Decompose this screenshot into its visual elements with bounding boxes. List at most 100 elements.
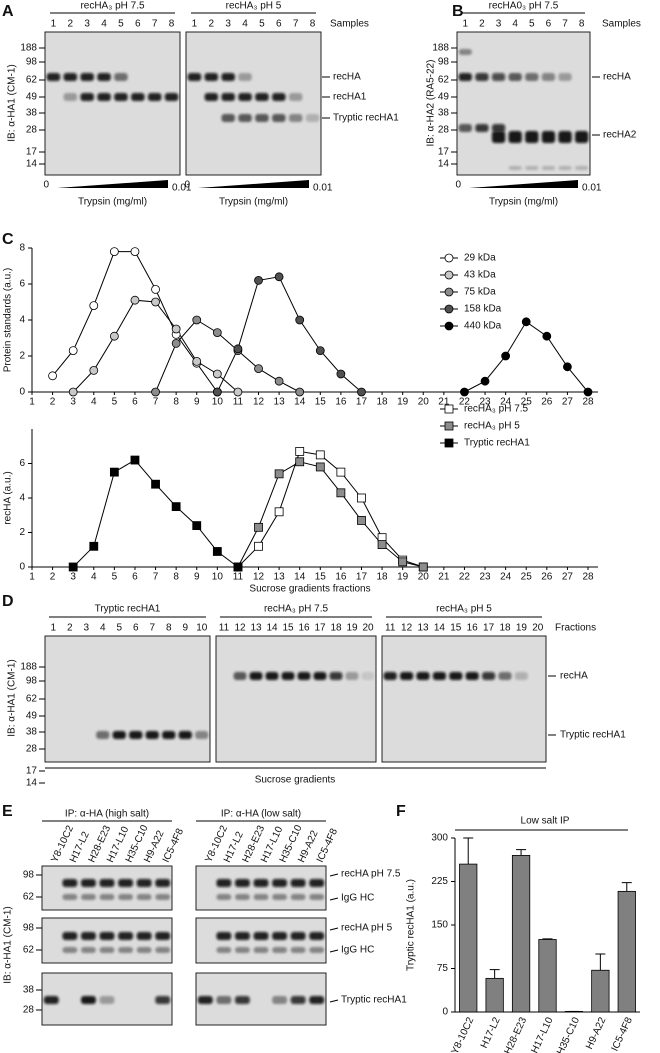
- band: [525, 166, 539, 170]
- data-point: [480, 376, 490, 386]
- band: [458, 49, 472, 55]
- x-tick-label: 11: [233, 397, 244, 408]
- lane-number: 6: [133, 623, 139, 634]
- data-point: [171, 502, 181, 512]
- band: [233, 672, 247, 680]
- lane-number: 4: [512, 19, 518, 30]
- lane-number: 1: [463, 19, 469, 30]
- x-tick-label: 4: [91, 397, 97, 408]
- data-point: [254, 522, 263, 532]
- legend-label: 440 kDa: [464, 321, 502, 332]
- lane-number: 13: [417, 623, 429, 634]
- x-tick-label: 16: [335, 397, 347, 408]
- band: [136, 947, 152, 953]
- x-tick-label: 24: [500, 572, 512, 583]
- y-tick-label: 4: [19, 315, 25, 326]
- x-tick-label: 25: [521, 572, 533, 583]
- data-point: [254, 364, 263, 374]
- y-tick-label: 0: [19, 562, 25, 573]
- band: [558, 166, 572, 170]
- x-label: Sucrose gradients: [255, 775, 336, 786]
- band: [62, 932, 78, 940]
- mw-label: 62: [26, 694, 38, 705]
- mw-label: 14: [26, 778, 38, 789]
- lane-number: 5: [529, 19, 535, 30]
- band: [155, 894, 171, 900]
- blot-title: recHA₃ pH 7.5: [264, 604, 329, 615]
- y-label: recHA (a.u.): [3, 471, 14, 524]
- series-line: [216, 276, 362, 393]
- legend-marker: [444, 287, 454, 297]
- bar: [459, 863, 478, 1013]
- y-tick-label: 4: [19, 493, 25, 504]
- x-tick-label: 7: [153, 397, 159, 408]
- band: [155, 879, 171, 887]
- band: [432, 672, 446, 680]
- lane-number: 4: [242, 19, 248, 30]
- y-tick-label: 300: [431, 833, 448, 844]
- band: [416, 672, 430, 680]
- band: [114, 93, 128, 101]
- panel-label: F: [396, 803, 406, 820]
- legend-marker: [444, 404, 454, 414]
- band: [288, 114, 303, 122]
- band: [155, 932, 171, 940]
- dose-end: 0.01: [172, 183, 192, 194]
- antibody-label: IC5-4F8: [315, 827, 340, 865]
- blot: [44, 31, 181, 176]
- band-label: recHA: [333, 72, 361, 83]
- x-tick-label: 5: [112, 397, 118, 408]
- data-point: [233, 562, 243, 572]
- band: [253, 947, 269, 953]
- data-point: [212, 387, 222, 397]
- dose-start: 0: [43, 180, 49, 191]
- mw-label: 98: [23, 923, 35, 934]
- error-bar: [516, 849, 527, 856]
- mw-label: 62: [23, 892, 35, 903]
- lane-number: 8: [166, 623, 172, 634]
- data-point: [68, 346, 78, 356]
- band: [329, 672, 343, 680]
- data-point: [68, 562, 78, 572]
- data-point: [315, 346, 325, 356]
- lane-number: 17: [483, 623, 495, 634]
- mw-label: 49: [26, 92, 38, 103]
- data-point: [274, 272, 284, 282]
- data-point: [254, 541, 263, 551]
- data-point: [377, 540, 387, 549]
- band: [63, 93, 78, 101]
- lane-number: 2: [68, 19, 74, 30]
- band: [290, 894, 306, 900]
- band-label: recHA: [560, 671, 588, 682]
- y-label: IB: α-HA2 (RA5-22): [426, 60, 437, 147]
- mw-label: 17: [26, 766, 38, 777]
- panel-label: C: [2, 231, 14, 248]
- lane-number: 7: [152, 19, 158, 30]
- x-tick-label: 26: [541, 572, 553, 583]
- lane-number: 5: [118, 19, 124, 30]
- lane-number: 3: [84, 19, 90, 30]
- band-label: recHA1: [333, 92, 367, 103]
- band: [136, 894, 152, 900]
- band: [43, 996, 59, 1004]
- x-tick-label: 18: [377, 572, 389, 583]
- band: [62, 947, 78, 953]
- band: [558, 131, 572, 143]
- x-tick-label: 23: [479, 397, 491, 408]
- band: [514, 672, 528, 680]
- data-point: [89, 541, 99, 551]
- data-point: [130, 295, 140, 305]
- data-point: [192, 356, 202, 366]
- band: [238, 114, 252, 122]
- band: [81, 996, 96, 1004]
- chart-title: Low salt IP: [521, 816, 570, 827]
- band: [498, 672, 512, 680]
- band: [575, 131, 589, 143]
- legend-marker: [444, 321, 454, 331]
- x-tick-label: 24: [500, 397, 512, 408]
- x-tick-label: Y8-10C2: [450, 1015, 477, 1053]
- band: [238, 93, 252, 101]
- legend-marker: [444, 421, 454, 431]
- band: [99, 947, 115, 953]
- mw-label: 38: [26, 108, 38, 119]
